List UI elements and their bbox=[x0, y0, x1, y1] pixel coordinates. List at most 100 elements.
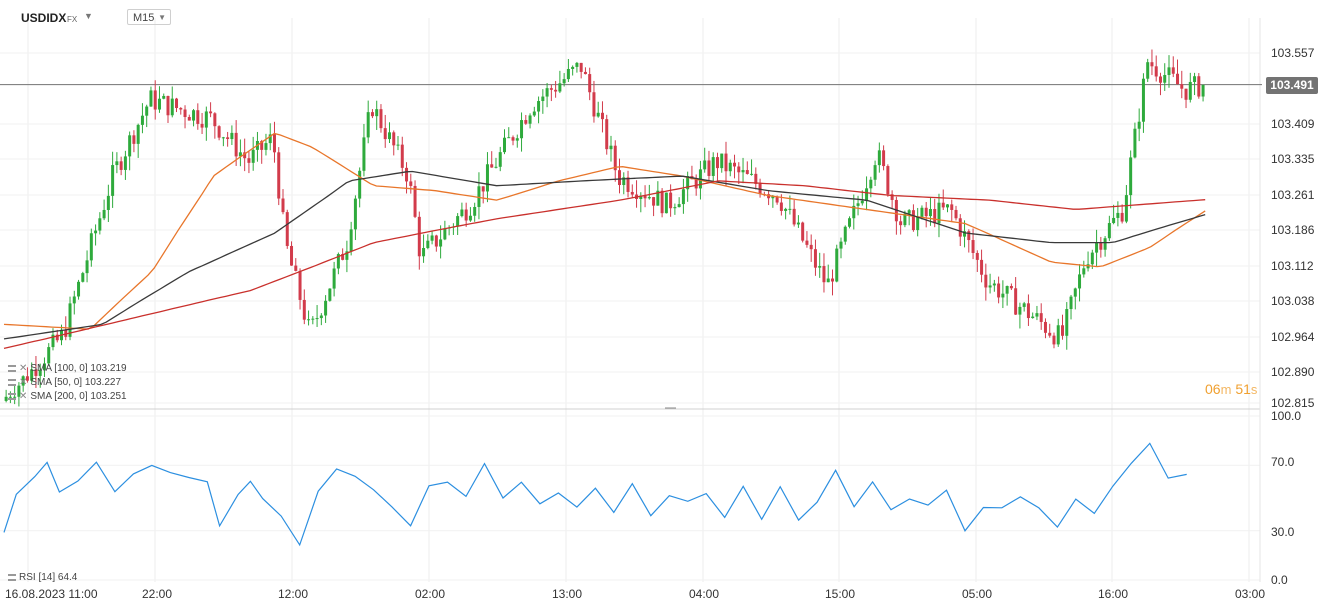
candle-up bbox=[1163, 75, 1167, 83]
candle-up bbox=[353, 198, 357, 230]
candle-down bbox=[579, 62, 583, 72]
candle-down bbox=[179, 108, 183, 110]
candle-up bbox=[111, 165, 115, 196]
candle-down bbox=[400, 144, 404, 168]
candle-down bbox=[1009, 286, 1013, 289]
candle-up bbox=[38, 369, 42, 376]
chart-toolbar: USDIDX FX ▼ M15 ▼ bbox=[0, 0, 600, 34]
candle-up bbox=[264, 143, 268, 150]
candle-up bbox=[920, 207, 924, 217]
close-icon[interactable]: ✕ bbox=[19, 391, 28, 402]
candle-down bbox=[767, 194, 771, 199]
candle-up bbox=[4, 396, 8, 401]
candle-up bbox=[13, 396, 17, 398]
candle-down bbox=[1171, 67, 1175, 74]
time-axis-label: 12:00 bbox=[278, 587, 309, 601]
candle-down bbox=[434, 235, 438, 247]
candle-up bbox=[123, 156, 127, 170]
close-icon[interactable]: ✕ bbox=[19, 377, 28, 388]
candle-up bbox=[396, 144, 400, 146]
price-axis-label: 103.186 bbox=[1271, 223, 1315, 237]
candle-down bbox=[1180, 84, 1184, 89]
candle-up bbox=[784, 208, 788, 211]
candle-up bbox=[387, 132, 391, 140]
candle-up bbox=[788, 208, 792, 210]
candle-down bbox=[694, 179, 698, 189]
candle-up bbox=[1073, 288, 1077, 297]
candle-up bbox=[51, 334, 55, 348]
candle-up bbox=[796, 222, 800, 225]
candle-up bbox=[1124, 195, 1128, 222]
candle-down bbox=[511, 137, 515, 141]
candle-up bbox=[460, 209, 464, 217]
candle-down bbox=[830, 278, 834, 282]
candle-up bbox=[315, 318, 319, 320]
candle-up bbox=[140, 115, 144, 125]
candle-up bbox=[818, 266, 822, 268]
candle-up bbox=[47, 347, 51, 364]
candle-up bbox=[515, 138, 519, 141]
candle-up bbox=[136, 124, 140, 144]
candle-down bbox=[754, 173, 758, 184]
candle-down bbox=[630, 191, 634, 195]
candle-up bbox=[1129, 157, 1133, 196]
candle-down bbox=[882, 150, 886, 167]
candle-down bbox=[417, 216, 421, 257]
candle-down bbox=[775, 196, 779, 203]
candle-up bbox=[375, 109, 379, 117]
candle-down bbox=[583, 71, 587, 75]
symbol-name[interactable]: USDIDX bbox=[21, 11, 67, 25]
close-icon[interactable]: ✕ bbox=[19, 363, 28, 374]
candle-up bbox=[221, 137, 225, 139]
candle-down bbox=[588, 74, 592, 93]
candle-up bbox=[532, 111, 536, 116]
price-axis-label: 103.038 bbox=[1271, 294, 1315, 308]
price-axis-label: 102.890 bbox=[1271, 365, 1315, 379]
candle-down bbox=[975, 252, 979, 260]
candle-up bbox=[503, 137, 506, 153]
candle-up bbox=[771, 196, 775, 199]
candle-up bbox=[102, 209, 106, 219]
candle-up bbox=[1095, 243, 1099, 253]
price-axis-label: 103.112 bbox=[1271, 259, 1314, 273]
candle-up bbox=[422, 248, 426, 257]
candle-down bbox=[745, 170, 749, 174]
candle-down bbox=[290, 245, 294, 266]
candle-up bbox=[1005, 286, 1009, 294]
candle-up bbox=[877, 150, 881, 166]
candle-up bbox=[345, 251, 349, 260]
candle-up bbox=[68, 303, 72, 337]
drag-handle-icon[interactable] bbox=[8, 378, 16, 386]
timeframe-select[interactable]: M15 ▼ bbox=[127, 9, 171, 25]
drag-handle-icon[interactable] bbox=[8, 573, 16, 581]
time-axis-label: 22:00 bbox=[142, 587, 173, 601]
candle-down bbox=[779, 202, 783, 211]
candle-up bbox=[596, 112, 600, 117]
candle-up bbox=[703, 160, 707, 170]
candle-down bbox=[886, 166, 890, 195]
candle-up bbox=[311, 318, 315, 320]
candle-up bbox=[477, 186, 481, 208]
candle-up bbox=[945, 204, 949, 208]
symbol-dropdown-icon[interactable]: ▼ bbox=[84, 11, 93, 21]
candle-down bbox=[549, 88, 553, 90]
candle-down bbox=[997, 283, 1001, 298]
drag-handle-icon[interactable] bbox=[8, 364, 16, 372]
candle-up bbox=[520, 120, 524, 139]
candle-up bbox=[1188, 81, 1192, 100]
candle-down bbox=[941, 202, 945, 208]
candle-up bbox=[473, 207, 477, 216]
candle-up bbox=[839, 241, 843, 249]
drag-handle-icon[interactable] bbox=[8, 392, 16, 400]
candle-down bbox=[1043, 321, 1047, 333]
rsi-axis-label: 100.0 bbox=[1271, 409, 1302, 423]
candle-up bbox=[673, 207, 677, 209]
time-axis-label: 03:00 bbox=[1235, 587, 1266, 601]
candle-up bbox=[72, 296, 76, 304]
candle-up bbox=[89, 233, 93, 261]
candle-down bbox=[481, 186, 485, 192]
candle-down bbox=[980, 259, 984, 275]
sma50-line bbox=[3, 132, 1206, 330]
candle-up bbox=[609, 145, 613, 150]
